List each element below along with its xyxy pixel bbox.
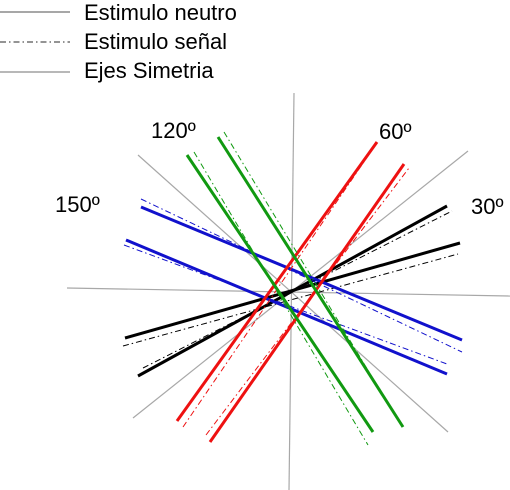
orientation-30-group <box>122 204 461 378</box>
angle-label-60: 60º <box>379 119 412 144</box>
line-30-signal-a <box>122 253 459 347</box>
line-30-signal-b <box>142 210 453 369</box>
line-120-signal-a <box>193 151 369 446</box>
legend-label-signal: Estimulo señal <box>84 29 227 54</box>
line-120-signal-b <box>223 131 399 421</box>
angle-label-30: 30º <box>471 194 504 219</box>
line-30-b <box>137 204 448 378</box>
legend-label-axes: Ejes Simetria <box>84 58 214 83</box>
axis-diag-a <box>132 150 469 419</box>
orientation-120-group <box>185 131 405 446</box>
line-150-signal-b <box>123 244 448 365</box>
line-120-b <box>216 136 405 428</box>
angle-label-120: 120º <box>151 118 196 143</box>
line-60-signal-b <box>205 167 410 436</box>
line-150-signal-a <box>140 198 463 353</box>
line-150-a <box>140 205 463 342</box>
line-60-a <box>175 141 379 422</box>
axis-diag-b <box>137 154 449 433</box>
legend: Estimulo neutro Estimulo señal Ejes Sime… <box>0 0 237 83</box>
line-60-b <box>208 163 406 443</box>
line-120-a <box>185 154 375 433</box>
angle-label-150: 150º <box>55 192 100 217</box>
legend-label-neutral: Estimulo neutro <box>84 0 237 25</box>
